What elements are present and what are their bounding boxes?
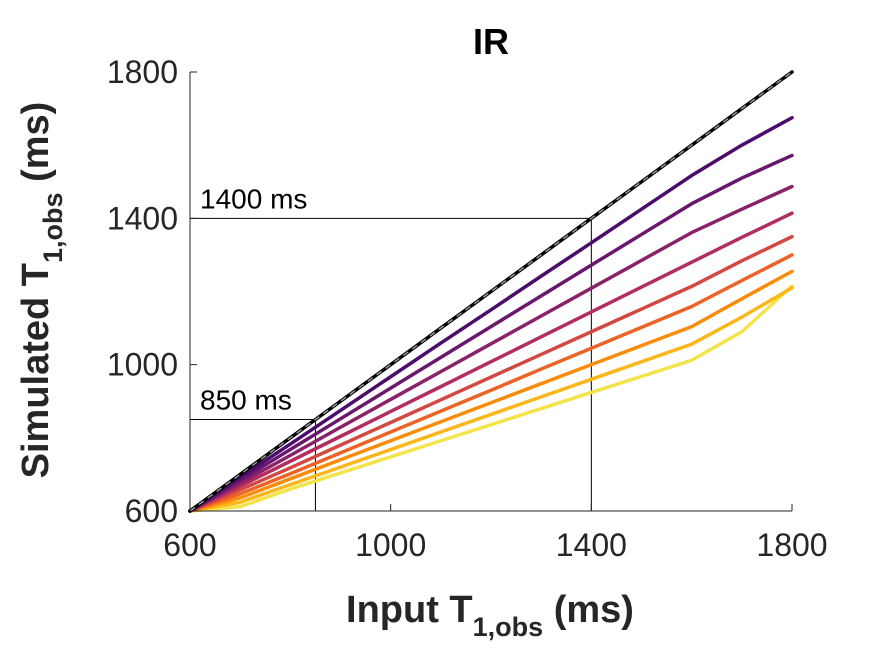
identity-line: [189, 71, 793, 512]
x-tick-label: 600: [163, 527, 216, 563]
series-line-5: [188, 234, 794, 513]
y-tick-label: 1000: [107, 347, 178, 383]
annotation-label-1: 850 ms: [200, 385, 292, 416]
x-axis-label: Input T1,obs (ms): [346, 589, 634, 642]
y-tick-label: 600: [125, 493, 178, 529]
series-line-9: [188, 284, 794, 513]
series-line-7: [188, 269, 794, 513]
y-tick-label: 1800: [107, 54, 178, 90]
series-line-6: [188, 253, 794, 513]
y-axis-label: Simulated T1,obs (ms): [15, 102, 68, 479]
x-tick-label: 1000: [355, 527, 426, 563]
series-line-1: [188, 115, 794, 513]
x-tick-label: 1400: [556, 527, 627, 563]
series-line-8: [188, 286, 794, 513]
axes: [189, 72, 792, 512]
chart-title: IR: [473, 21, 509, 62]
x-tick-label: 1800: [756, 527, 827, 563]
plot-area: [188, 70, 794, 513]
series-line-4: [188, 211, 794, 513]
annotation-label-0: 1400 ms: [200, 183, 307, 214]
series-line-3: [188, 184, 794, 513]
annotation-labels: 1400 ms 850 ms: [200, 183, 307, 415]
tick-labels: 600 1000 1400 1800 600 1000 1400 1800: [107, 54, 828, 563]
y-tick-label: 1400: [107, 200, 178, 236]
series-line-2: [188, 153, 794, 513]
